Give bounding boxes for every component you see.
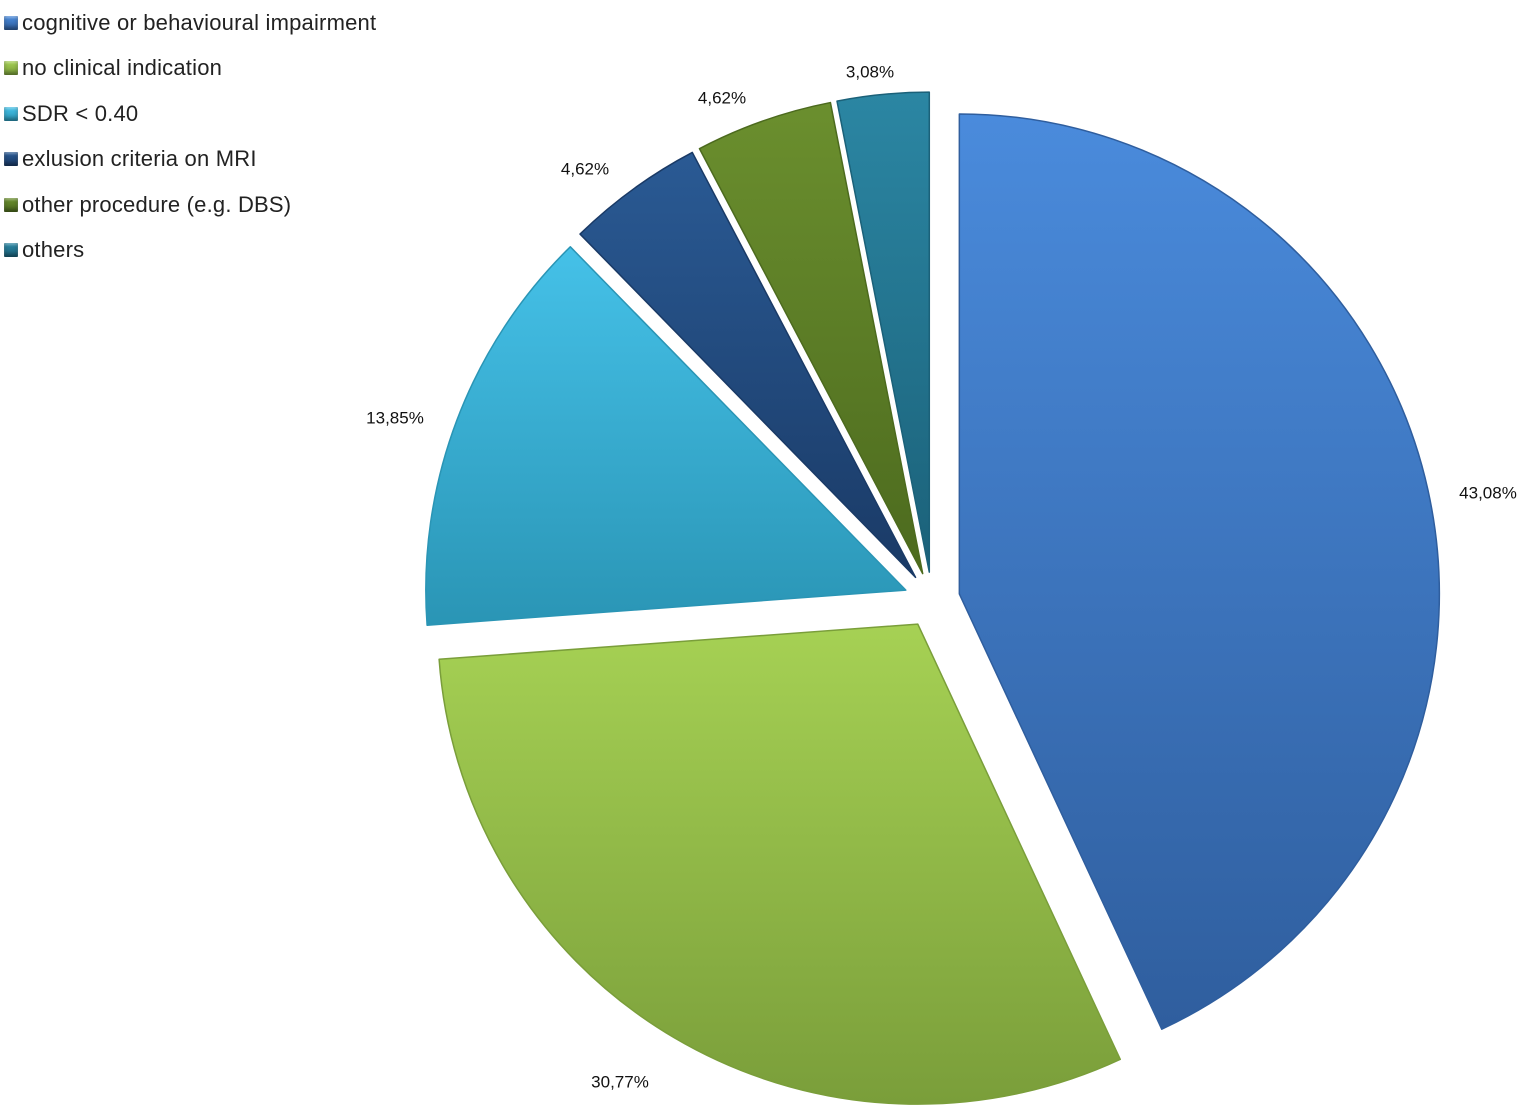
pie-slice-4 [698, 101, 924, 575]
legend-item-0: cognitive or behavioural impairment [4, 0, 376, 46]
legend-label-4: other procedure (e.g. DBS) [22, 191, 292, 217]
slice-value-label-5: 3,08% [846, 62, 894, 81]
legend-item-4: other procedure (e.g. DBS) [4, 182, 376, 228]
pie-slice-1 [438, 623, 1121, 1105]
chart-legend: cognitive or behavioural impairment no cl… [4, 0, 376, 273]
legend-item-5: others [4, 228, 376, 274]
slice-value-label-0: 43,08% [1459, 483, 1517, 502]
pie-data-labels: 43,08% 30,77% 13,85% 4,62% 4,62% 3,08% [366, 62, 1517, 1091]
pie-slice-5 [836, 91, 931, 573]
pie-slice-2 [425, 246, 907, 626]
legend-label-1: no clinical indication [22, 55, 223, 81]
legend-swatch-1 [4, 61, 18, 76]
legend-swatch-3 [4, 152, 18, 167]
legend-swatch-5 [4, 243, 18, 258]
legend-swatch-0 [4, 15, 18, 30]
pie-slice-0 [958, 113, 1441, 1030]
legend-item-1: no clinical indication [4, 46, 376, 92]
slice-value-label-2: 13,85% [366, 408, 424, 427]
legend-label-0: cognitive or behavioural impairment [22, 9, 377, 35]
slice-value-label-1: 30,77% [591, 1072, 649, 1091]
slice-value-label-3: 4,62% [561, 159, 609, 178]
pie-slices [425, 91, 1441, 1105]
legend-item-3: exlusion criteria on MRI [4, 137, 376, 183]
legend-label-2: SDR < 0.40 [22, 100, 139, 126]
legend-label-3: exlusion criteria on MRI [22, 146, 257, 172]
slice-value-label-4: 4,62% [698, 88, 746, 107]
legend-swatch-2 [4, 106, 18, 121]
legend-label-5: others [22, 237, 85, 263]
legend-item-2: SDR < 0.40 [4, 91, 376, 137]
pie-slice-3 [579, 151, 917, 579]
legend-swatch-4 [4, 197, 18, 212]
